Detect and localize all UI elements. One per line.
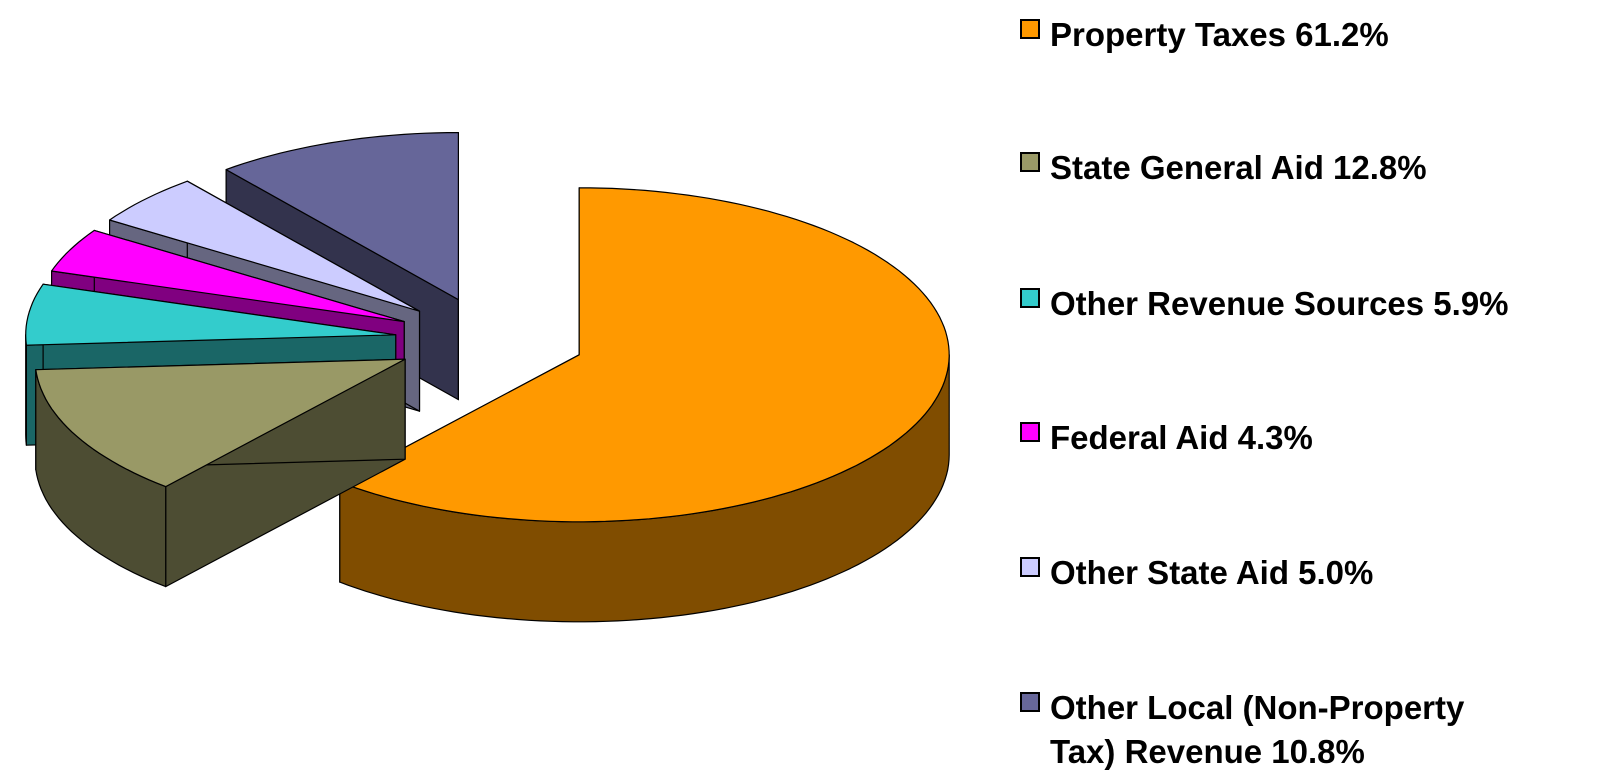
- slice: [35, 358, 406, 488]
- legend-label: Federal Aid 4.3%: [1050, 419, 1313, 456]
- legend-label: Other State Aid 5.0%: [1050, 554, 1374, 591]
- slice: [25, 283, 397, 346]
- legend-swatch: [1020, 557, 1040, 577]
- legend-label: State General Aid 12.8%: [1050, 149, 1427, 186]
- legend-label: Other Revenue Sources 5.9%: [1050, 285, 1509, 322]
- pie-area: [25, 132, 950, 623]
- legend-swatch: [1020, 19, 1040, 39]
- legend-swatch: [1020, 422, 1040, 442]
- legend-swatch: [1020, 288, 1040, 308]
- legend-swatch: [1020, 152, 1040, 172]
- legend-item: Other Revenue Sources 5.9%: [1020, 282, 1550, 326]
- slice: [108, 180, 421, 312]
- legend-swatch: [1020, 692, 1040, 712]
- legend-label: Other Local (Non-Property Tax) Revenue 1…: [1050, 689, 1465, 770]
- slice-wall: [25, 334, 27, 446]
- slice: [339, 187, 950, 523]
- legend-label: Property Taxes 61.2%: [1050, 16, 1389, 53]
- legend-item: State General Aid 12.8%: [1020, 146, 1550, 190]
- legend-item: Other Local (Non-Property Tax) Revenue 1…: [1020, 686, 1520, 774]
- legend-item: Other State Aid 5.0%: [1020, 551, 1550, 595]
- legend-item: Federal Aid 4.3%: [1020, 416, 1550, 460]
- legend-item: Property Taxes 61.2%: [1020, 13, 1550, 57]
- slice: [225, 132, 459, 301]
- slice: [50, 229, 405, 323]
